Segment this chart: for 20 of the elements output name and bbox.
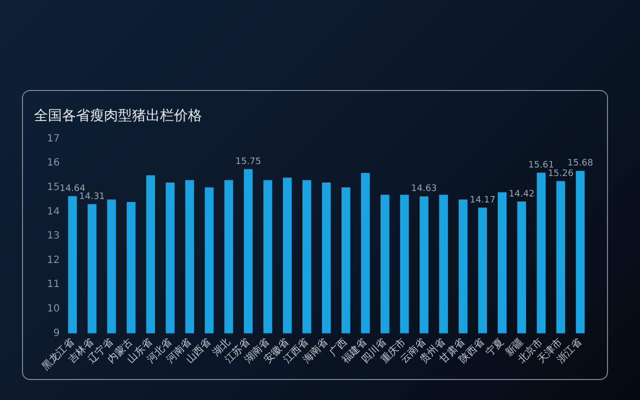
data-label: 15.61 xyxy=(528,160,554,170)
y-tick-label: 17 xyxy=(46,133,60,144)
y-tick-label: 13 xyxy=(46,230,60,242)
data-label: 14.42 xyxy=(508,189,535,200)
y-tick-label: 10 xyxy=(46,304,60,315)
data-label: 15.68 xyxy=(567,158,594,169)
data-label: 14.31 xyxy=(79,192,105,202)
data-label: 14.63 xyxy=(411,184,437,194)
y-tick-label: 15 xyxy=(46,182,60,193)
y-tick-label: 14 xyxy=(46,206,60,218)
data-label: 14.17 xyxy=(470,195,496,206)
y-tick-label: 16 xyxy=(46,158,60,169)
y-tick-label: 12 xyxy=(46,254,60,266)
x-tick-label: 宁夏 xyxy=(483,336,506,359)
y-tick-label: 9 xyxy=(53,328,60,339)
chart-title: 全国各省瘦肉型猪出栏价格 xyxy=(34,108,202,124)
data-label: 14.64 xyxy=(60,184,86,194)
data-label: 15.26 xyxy=(548,168,574,179)
data-label: 15.75 xyxy=(235,157,262,168)
y-tick-label: 11 xyxy=(46,279,60,290)
